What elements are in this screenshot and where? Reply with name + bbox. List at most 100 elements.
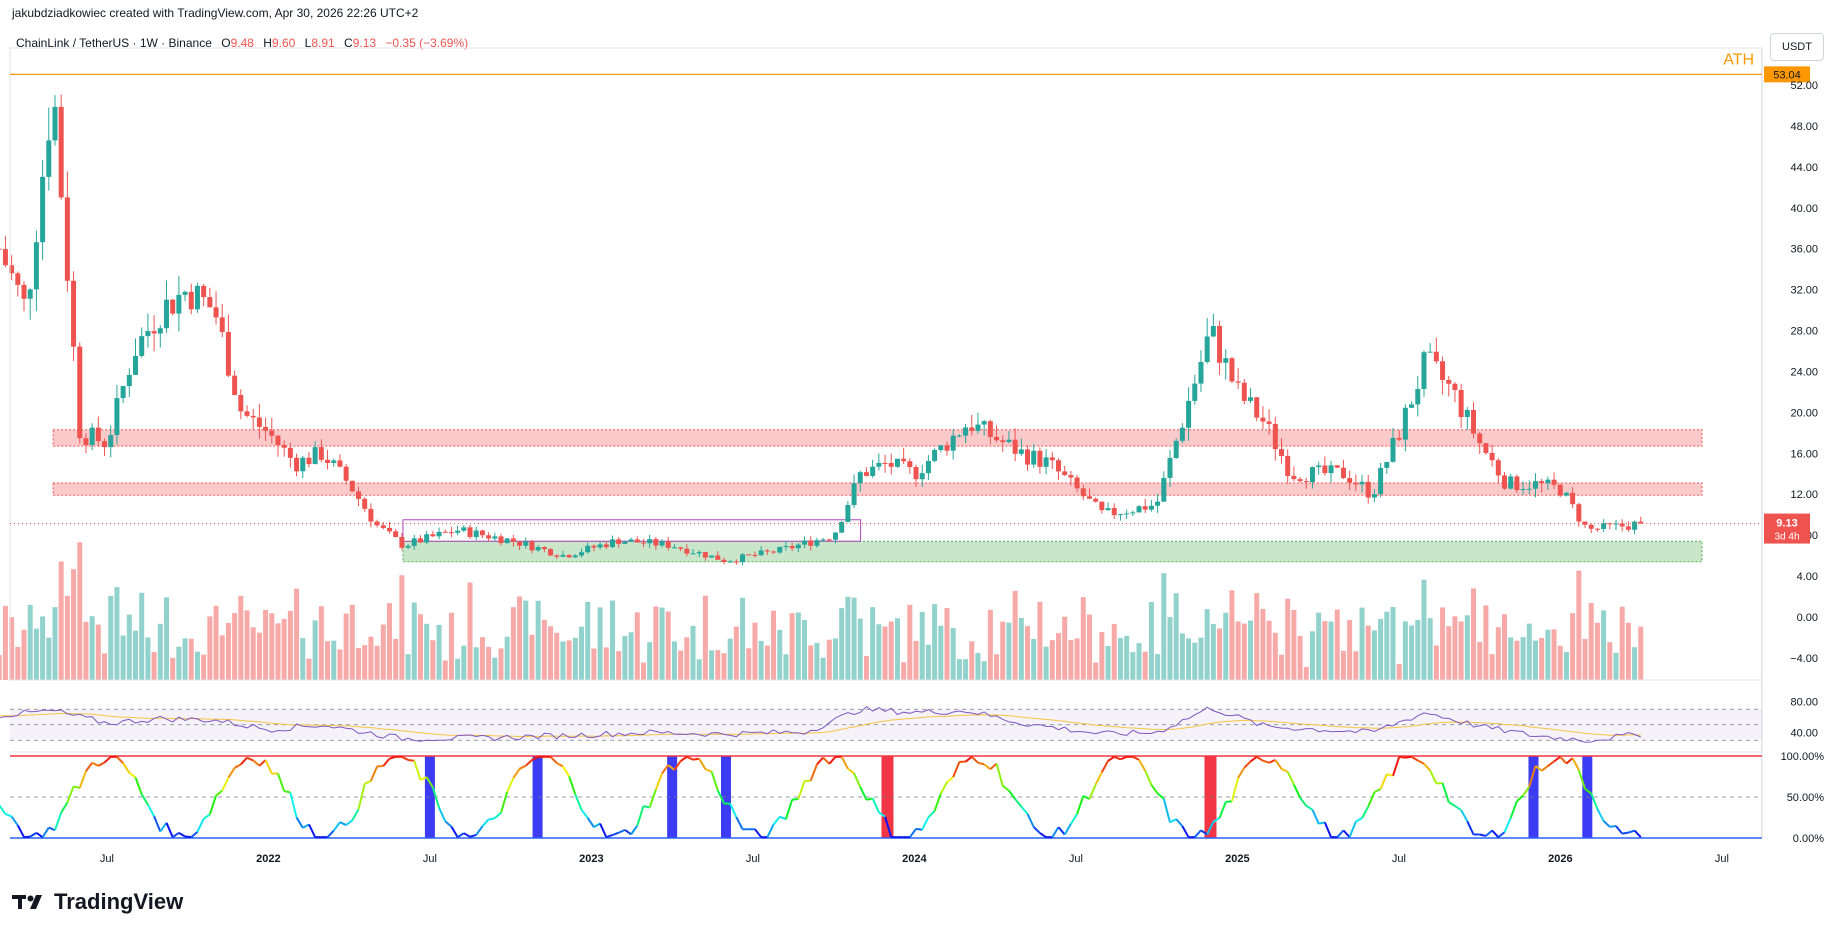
candle-body	[814, 540, 820, 546]
volume-bar	[1161, 573, 1167, 680]
stoch-segment	[54, 812, 63, 831]
stoch-segment	[494, 812, 502, 820]
volume-bar	[52, 607, 58, 680]
stoch-segment	[952, 761, 961, 778]
stoch-segment	[661, 764, 670, 774]
candle-body	[944, 445, 950, 451]
tradingview-brand[interactable]: TradingView	[12, 889, 183, 915]
candle-body	[548, 549, 554, 556]
candle-body	[1291, 475, 1297, 480]
price-pane	[9, 47, 1763, 681]
volume-bar	[684, 637, 690, 680]
stoch-tick-label: 100.00%	[1781, 751, 1825, 763]
volume-bar	[709, 650, 715, 680]
candle-body	[1563, 492, 1569, 496]
stoch-segment	[221, 777, 230, 791]
volume-bar	[1241, 623, 1247, 680]
stoch-segment	[797, 780, 806, 800]
candle-body	[1111, 508, 1117, 516]
candle-body	[888, 463, 894, 467]
candle-body	[1254, 397, 1260, 418]
volume-bar	[1477, 641, 1483, 680]
volume-bar	[417, 614, 423, 680]
stoch-segment	[1014, 798, 1023, 808]
candle-body	[145, 331, 151, 337]
candle-body	[343, 466, 349, 481]
stoch-segment	[401, 755, 409, 761]
candle-body	[1124, 513, 1130, 515]
stoch-segment	[1281, 767, 1289, 773]
volume-bar	[9, 617, 15, 680]
volume-bar	[1025, 626, 1031, 680]
volume-bar	[554, 632, 560, 680]
stoch-segment	[1175, 818, 1184, 827]
volume-bar	[1582, 638, 1588, 680]
currency-button[interactable]: USDT	[1770, 33, 1824, 61]
candle-body	[956, 435, 962, 437]
stoch-segment	[481, 818, 490, 827]
candle-body	[318, 447, 324, 460]
volume-bar	[963, 659, 969, 680]
candle-body	[1371, 494, 1377, 498]
low-label: L	[304, 36, 312, 50]
stoch-segment	[227, 767, 236, 779]
volume-bar	[461, 645, 467, 680]
stoch-segment	[29, 831, 37, 838]
volume-bar	[1148, 602, 1154, 680]
candle-body	[535, 546, 541, 551]
stoch-segment	[624, 829, 632, 836]
candle-body	[89, 427, 95, 445]
volume-bar	[969, 641, 975, 680]
stoch-segment	[1292, 784, 1301, 799]
candle-body	[1223, 358, 1229, 363]
candle-body	[306, 457, 312, 465]
volume-bar	[1390, 606, 1396, 680]
volume-bar	[1353, 651, 1359, 680]
candle-body	[1055, 460, 1061, 472]
volume-bar	[1421, 579, 1427, 680]
volume-bar	[746, 648, 752, 680]
candle-body	[628, 539, 634, 542]
stoch-segment	[1541, 765, 1549, 772]
candle-body	[1471, 409, 1477, 434]
volume-bar	[665, 611, 671, 680]
candle-body	[1210, 325, 1216, 337]
candle-body	[275, 435, 281, 445]
volume-bar	[585, 601, 591, 680]
candle-body	[393, 531, 399, 537]
rsi-band	[10, 709, 1762, 741]
y-tick-label: 4.00	[1797, 571, 1818, 583]
volume-bar	[1278, 654, 1284, 680]
candle-body	[510, 538, 516, 542]
volume-bar	[1136, 643, 1142, 680]
candle-body	[1105, 508, 1111, 511]
stoch-segment	[283, 790, 291, 794]
volume-bar	[603, 647, 609, 680]
stoch-segment	[382, 757, 391, 767]
stoch-segment	[710, 771, 719, 791]
stoch-segment	[1008, 790, 1016, 800]
stoch-segment	[345, 819, 353, 826]
zone-resistance	[52, 429, 1703, 447]
volume-bar	[424, 623, 430, 680]
stoch-segment	[971, 756, 979, 764]
volume-bar	[380, 624, 386, 680]
volume-bar	[1365, 625, 1371, 680]
candle-body	[876, 462, 882, 467]
volume-bar	[1409, 625, 1415, 680]
stoch-segment	[1361, 806, 1370, 819]
candle-body	[715, 555, 721, 560]
symbol-name[interactable]: ChainLink / TetherUS · 1W · Binance	[16, 36, 212, 50]
x-tick-label: 2023	[579, 853, 603, 865]
volume-bar	[1142, 651, 1148, 680]
volume-bar	[1080, 597, 1086, 680]
stoch-segment	[369, 766, 379, 782]
stoch-segment	[853, 772, 862, 788]
open-label: O	[221, 36, 231, 50]
candle-body	[83, 438, 89, 445]
candle-body	[263, 426, 269, 431]
y-tick-label: 52.00	[1790, 80, 1818, 92]
volume-bar	[1217, 628, 1223, 680]
candle-body	[659, 541, 665, 546]
